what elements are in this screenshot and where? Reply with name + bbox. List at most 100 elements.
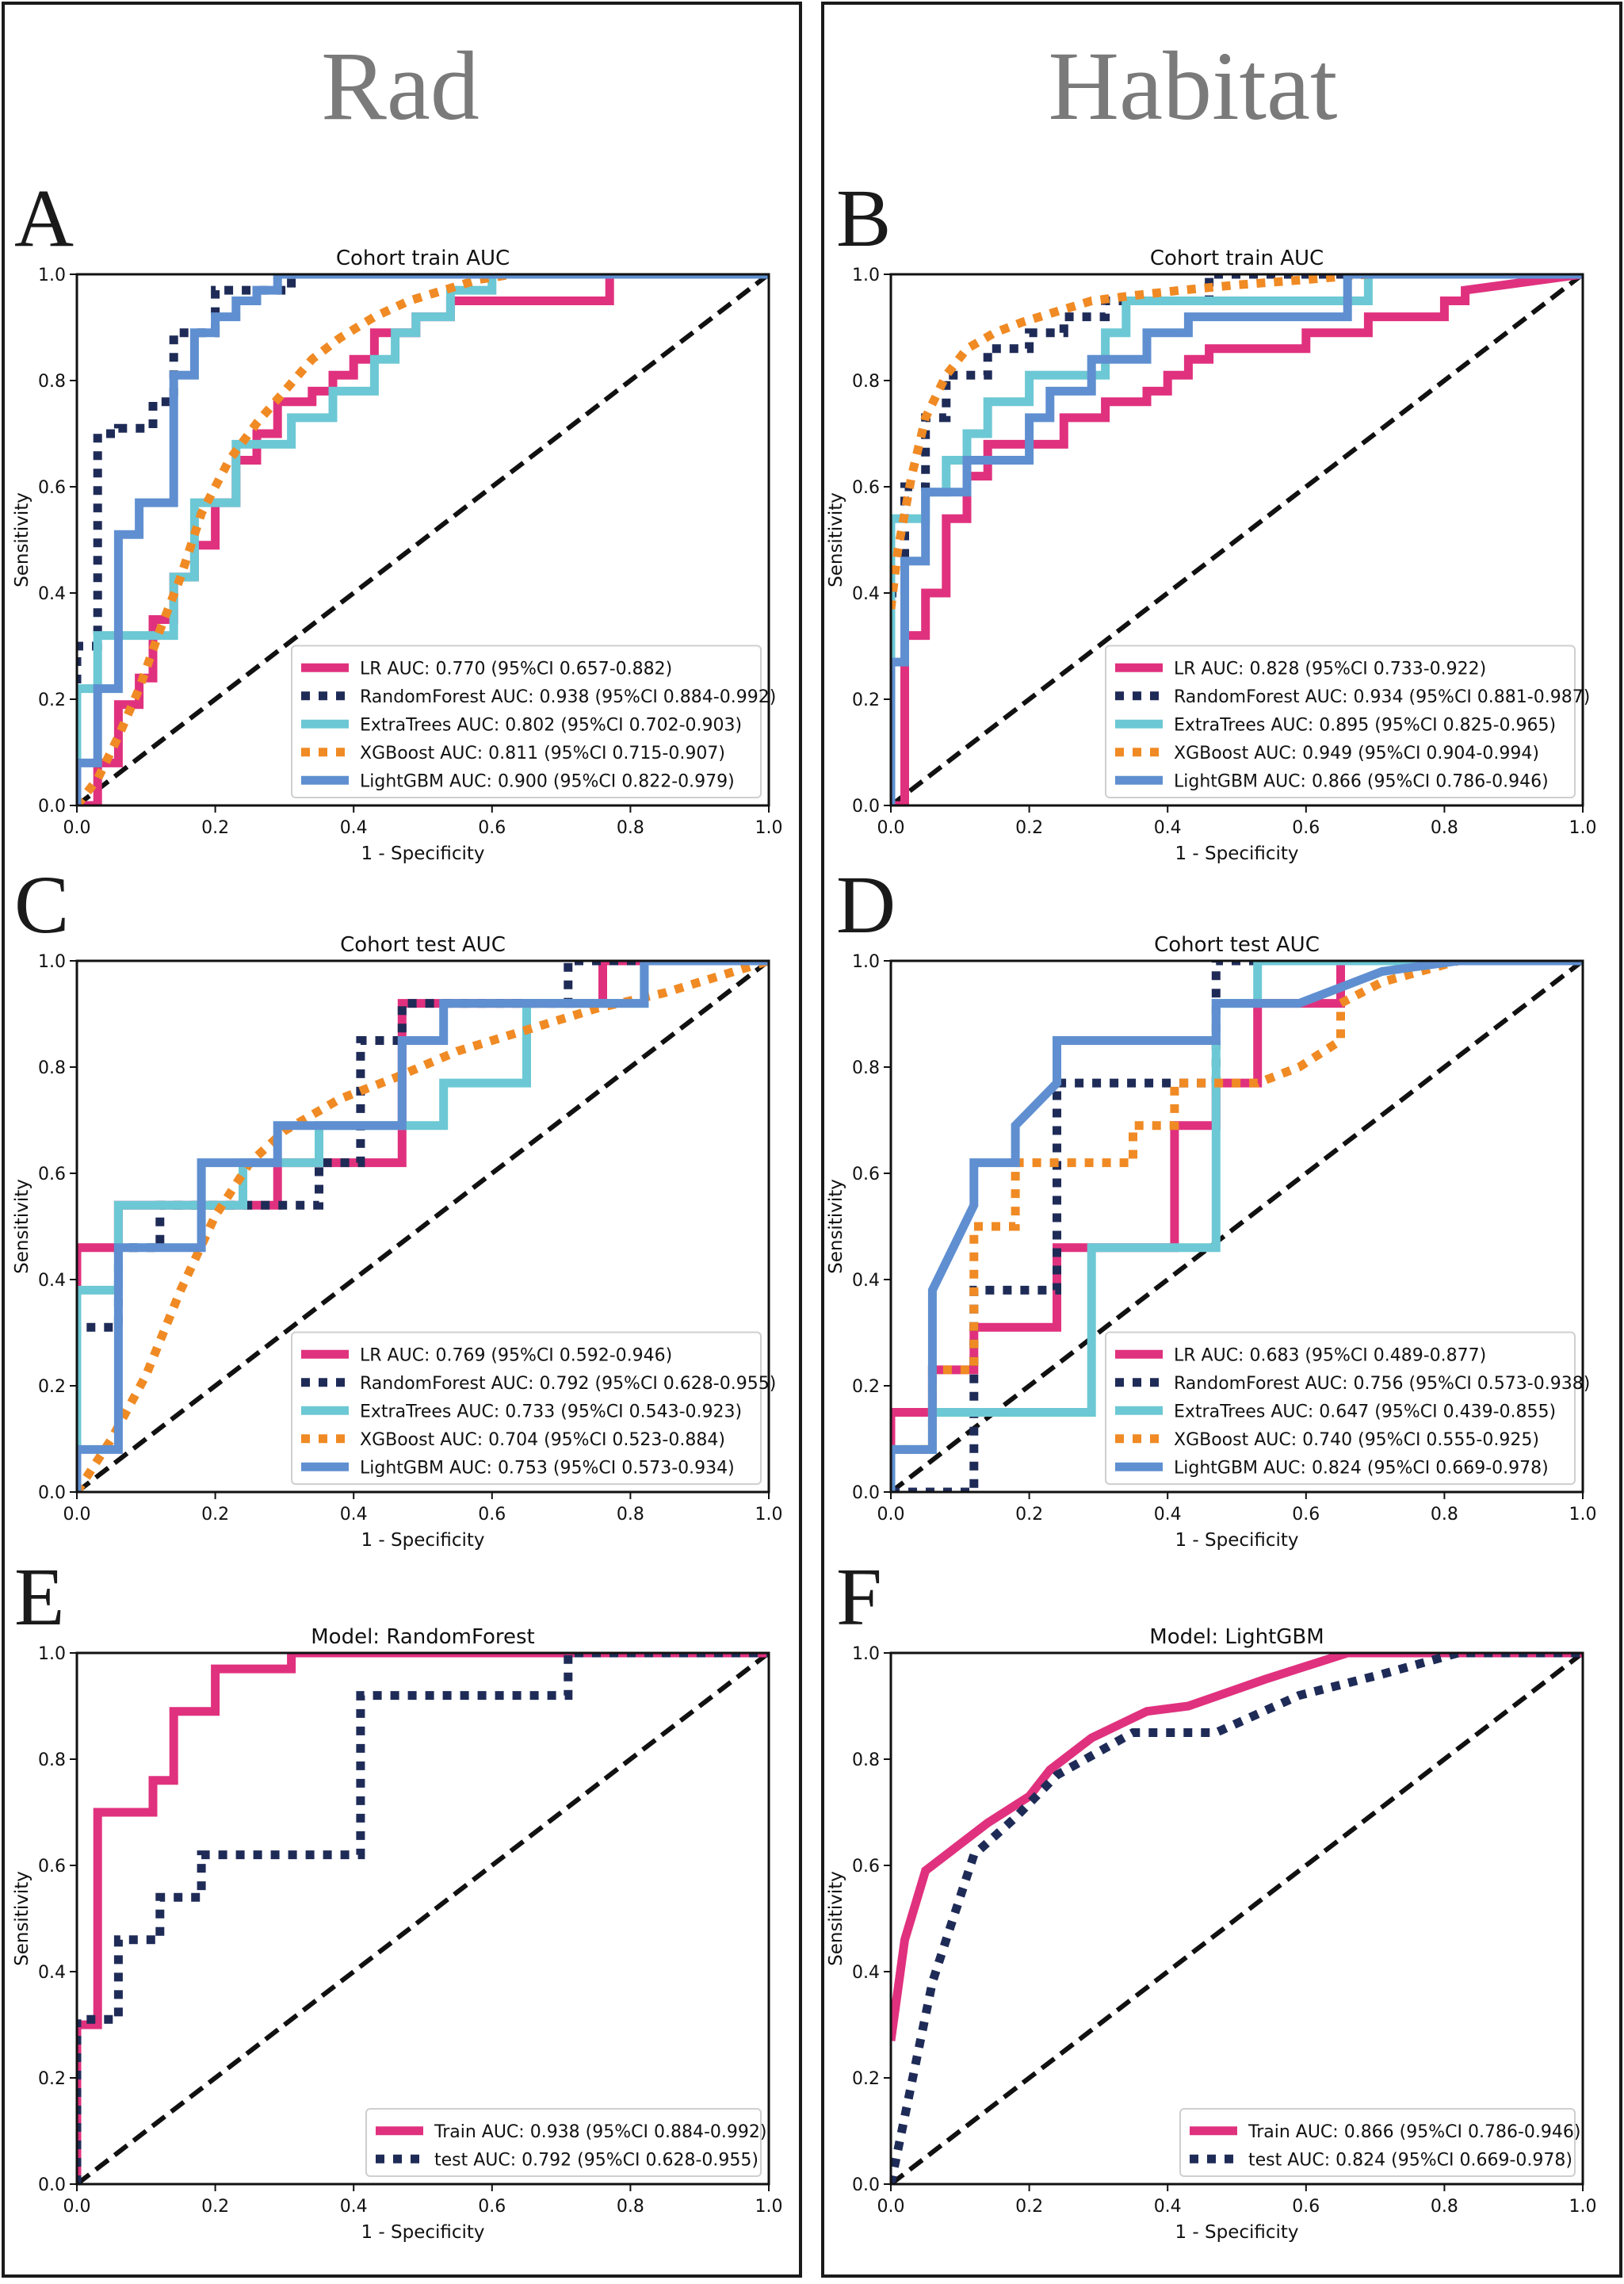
panel-letter: E: [14, 1551, 65, 1643]
x-tick-label: 0.2: [1015, 2197, 1043, 2217]
x-tick-label: 0.4: [340, 1505, 368, 1525]
roc-panel-b: B Cohort train AUC 1 - Specificity Sensitiv…: [826, 173, 1597, 864]
roc-line-lightgbm: [891, 961, 1583, 1492]
legend: LR AUC: 0.770 (95%CI 0.657-0.882) RandomF…: [291, 645, 776, 798]
y-tick-label: 0.4: [38, 1963, 66, 1983]
roc-panel-c: C Cohort test AUC 1 - Specificity Sensitivi…: [12, 859, 783, 1551]
x-tick-label: 0.6: [1292, 818, 1320, 838]
chart-title: Cohort train AUC: [1150, 247, 1324, 270]
x-tick-label: 0.2: [201, 1505, 229, 1525]
legend-label-train: Train AUC: 0.938 (95%CI 0.884-0.992): [434, 2122, 766, 2142]
plot-area: [891, 961, 1583, 1492]
chance-diagonal: [891, 1653, 1583, 2184]
y-tick-label: 0.2: [38, 2069, 66, 2089]
legend-label-train: Train AUC: 0.866 (95%CI 0.786-0.946): [1248, 2122, 1580, 2142]
y-tick-label: 0.2: [852, 691, 880, 710]
y-tick-label: 0.4: [38, 584, 66, 604]
legend-label-lightgbm: LightGBM AUC: 0.824 (95%CI 0.669-0.978): [1174, 1458, 1549, 1478]
x-axis-label: 1 - Specificity: [361, 1530, 484, 1551]
x-tick-label: 0.6: [1292, 2197, 1320, 2217]
y-tick-label: 0.6: [852, 1165, 880, 1184]
legend-label-lightgbm: LightGBM AUC: 0.866 (95%CI 0.786-0.946): [1174, 771, 1549, 791]
legend-label-xgboost: XGBoost AUC: 0.704 (95%CI 0.523-0.884): [360, 1430, 725, 1450]
roc-panel-d: D Cohort test AUC 1 - Specificity Sensitivi…: [826, 859, 1597, 1551]
x-tick-label: 1.0: [755, 2197, 783, 2217]
legend-label-extratrees: ExtraTrees AUC: 0.647 (95%CI 0.439-0.855…: [1174, 1402, 1556, 1421]
x-tick-label: 0.8: [617, 1505, 644, 1525]
y-tick-label: 0.2: [852, 1377, 880, 1397]
chance-diagonal: [77, 274, 769, 805]
legend-label-extratrees: ExtraTrees AUC: 0.895 (95%CI 0.825-0.965…: [1174, 715, 1556, 735]
axes-frame: [75, 273, 770, 807]
legend-label-xgboost: XGBoost AUC: 0.740 (95%CI 0.555-0.925): [1174, 1430, 1539, 1450]
y-tick-label: 0.0: [852, 2175, 880, 2195]
legend-box: [1105, 645, 1576, 798]
roc-line-test: [77, 1653, 769, 2184]
column-title-rad: Rad: [321, 32, 480, 140]
legend-label-lightgbm: LightGBM AUC: 0.900 (95%CI 0.822-0.979): [360, 771, 735, 791]
x-tick-label: 0.4: [1154, 818, 1182, 838]
legend-label-lr: LR AUC: 0.770 (95%CI 0.657-0.882): [360, 659, 672, 679]
chart-title: Model: RandomForest: [311, 1625, 535, 1649]
legend-label-randomforest: RandomForest AUC: 0.938 (95%CI 0.884-0.9…: [360, 687, 776, 707]
y-tick-label: 0.6: [38, 1165, 66, 1184]
x-tick-label: 0.2: [201, 818, 229, 838]
legend-label-extratrees: ExtraTrees AUC: 0.802 (95%CI 0.702-0.903…: [360, 715, 742, 735]
axes-frame: [75, 1651, 770, 2186]
legend: LR AUC: 0.828 (95%CI 0.733-0.922) RandomF…: [1105, 645, 1590, 798]
legend-label-lr: LR AUC: 0.769 (95%CI 0.592-0.946): [360, 1345, 672, 1365]
roc-line-train: [77, 1653, 769, 2184]
legend-label-randomforest: RandomForest AUC: 0.934 (95%CI 0.881-0.9…: [1174, 687, 1590, 707]
chance-diagonal: [77, 961, 769, 1492]
panel-letter: B: [836, 173, 891, 264]
y-axis-label: Sensitivity: [826, 1179, 846, 1274]
x-axis-label: 1 - Specificity: [1175, 844, 1298, 864]
legend-box: [291, 645, 762, 798]
roc-panel-f: F Model: LightGBM 1 - Specificity Sensitivi…: [826, 1551, 1597, 2243]
y-tick-label: 0.2: [38, 1377, 66, 1397]
left-column-frame: [2, 2, 802, 2278]
y-tick-label: 0.6: [852, 478, 880, 498]
y-tick-label: 0.6: [38, 1857, 66, 1877]
chart-title: Cohort test AUC: [340, 933, 506, 957]
roc-line-lightgbm: [891, 274, 1583, 805]
y-axis-label: Sensitivity: [826, 492, 846, 587]
plot-area: [891, 1653, 1583, 2184]
y-tick-label: 0.0: [852, 797, 880, 817]
x-tick-label: 0.0: [63, 1505, 91, 1525]
axes-frame: [889, 1651, 1584, 2186]
legend-label-xgboost: XGBoost AUC: 0.811 (95%CI 0.715-0.907): [360, 744, 725, 763]
x-axis-label: 1 - Specificity: [1175, 1530, 1298, 1551]
legend-box: [1179, 2108, 1576, 2177]
y-tick-label: 0.8: [38, 1058, 66, 1078]
axes-frame: [889, 273, 1584, 807]
x-tick-label: 1.0: [1569, 818, 1597, 838]
x-tick-label: 0.8: [1431, 2197, 1458, 2217]
x-tick-label: 1.0: [755, 1505, 783, 1525]
legend-label-extratrees: ExtraTrees AUC: 0.733 (95%CI 0.543-0.923…: [360, 1402, 742, 1421]
y-tick-label: 0.8: [852, 372, 880, 392]
legend-label-test: test AUC: 0.792 (95%CI 0.628-0.955): [434, 2150, 759, 2170]
plot-area: [77, 1653, 769, 2184]
axes-frame: [75, 959, 770, 1494]
legend: LR AUC: 0.769 (95%CI 0.592-0.946) RandomF…: [291, 1331, 776, 1485]
y-tick-label: 0.0: [38, 1483, 66, 1503]
y-tick-label: 1.0: [38, 266, 66, 285]
x-tick-label: 0.4: [1154, 1505, 1182, 1525]
x-axis-label: 1 - Specificity: [361, 2222, 484, 2243]
x-tick-label: 0.4: [1154, 2197, 1182, 2217]
plot-area: [77, 274, 769, 805]
panel-letter: A: [14, 173, 74, 264]
legend: LR AUC: 0.683 (95%CI 0.489-0.877) RandomF…: [1105, 1331, 1590, 1485]
y-tick-label: 0.0: [38, 2175, 66, 2195]
y-tick-label: 0.0: [852, 1483, 880, 1503]
y-axis-label: Sensitivity: [12, 1871, 32, 1966]
legend-label-lr: LR AUC: 0.683 (95%CI 0.489-0.877): [1174, 1345, 1486, 1365]
y-tick-label: 1.0: [852, 952, 880, 972]
panel-letter: C: [14, 859, 69, 951]
legend-label-randomforest: RandomForest AUC: 0.756 (95%CI 0.573-0.9…: [1174, 1374, 1590, 1394]
plot-area: [77, 961, 769, 1492]
x-tick-label: 1.0: [755, 818, 783, 838]
legend-label-randomforest: RandomForest AUC: 0.792 (95%CI 0.628-0.9…: [360, 1374, 776, 1394]
y-axis-label: Sensitivity: [12, 492, 32, 587]
